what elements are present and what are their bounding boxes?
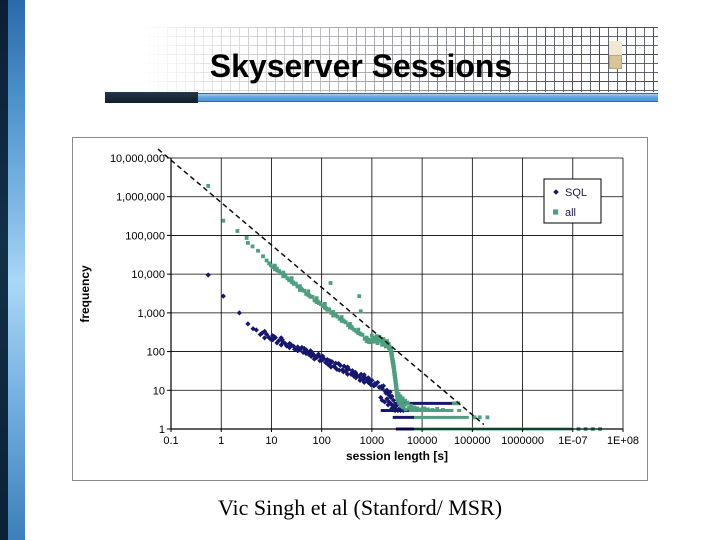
- y-axis-title: frequency: [78, 265, 92, 323]
- attribution-text: Vic Singh et al (Stanford/ MSR): [217, 495, 503, 520]
- tick-labels: 0.1 1 10 100 1000 10000 100000 1000000 1E-07 1E+0…: [110, 153, 639, 447]
- y-tick-label: 1,000: [137, 308, 165, 320]
- y-tick-label: 100: [147, 347, 165, 359]
- trend-line: [157, 148, 485, 426]
- x-tick-label: 1000000: [501, 435, 544, 447]
- legend-label: all: [565, 207, 576, 219]
- y-tick-label: 10,000,000: [110, 153, 165, 165]
- x-tick-label: 1000: [360, 435, 384, 447]
- y-tick-label: 1: [159, 424, 165, 436]
- y-tick-label: 100,000: [125, 230, 165, 242]
- x-tick-label: 100000: [454, 435, 491, 447]
- grid-accent-square-light: [609, 41, 622, 55]
- left-edge-dark-bar: [0, 0, 8, 540]
- title-underline-bar-blue: [198, 93, 658, 102]
- slide-title: Skyserver Sessions: [209, 48, 513, 84]
- legend-marker-diamond: [553, 189, 559, 195]
- series-all: [206, 184, 603, 431]
- legend-label: SQL: [565, 187, 587, 199]
- legend: SQL all: [543, 178, 602, 224]
- x-tick-label: 10: [265, 435, 277, 447]
- x-axis-title: session length [s]: [346, 449, 448, 463]
- y-tick-label: 1,000,000: [116, 192, 165, 204]
- grid-accent-square: [609, 55, 622, 69]
- axis-ticks: [167, 157, 624, 432]
- scatter-chart: 0.1 1 10 100 1000 10000 100000 1000000 1E-07 1E+0…: [78, 148, 639, 463]
- series-SQL: [205, 272, 453, 431]
- title-underline-bar-dark: [105, 92, 198, 103]
- left-edge-blue-bar: [8, 0, 25, 540]
- axes: [170, 158, 623, 430]
- y-tick-label: 10,000: [131, 269, 165, 281]
- y-tick-label: 10: [153, 385, 165, 397]
- x-tick-label: 0.1: [163, 435, 178, 447]
- legend-marker-square: [553, 209, 559, 215]
- x-tick-label: 1E-07: [558, 435, 587, 447]
- x-tick-label: 100: [312, 435, 330, 447]
- x-tick-label: 10000: [407, 435, 438, 447]
- x-tick-label: 1: [218, 435, 224, 447]
- title-grid-pattern: [140, 27, 658, 92]
- chart: 0.1 1 10 100 1000 10000 100000 1000000 1E-07 1E+0…: [72, 137, 648, 481]
- x-tick-label: 1E+08: [607, 435, 639, 447]
